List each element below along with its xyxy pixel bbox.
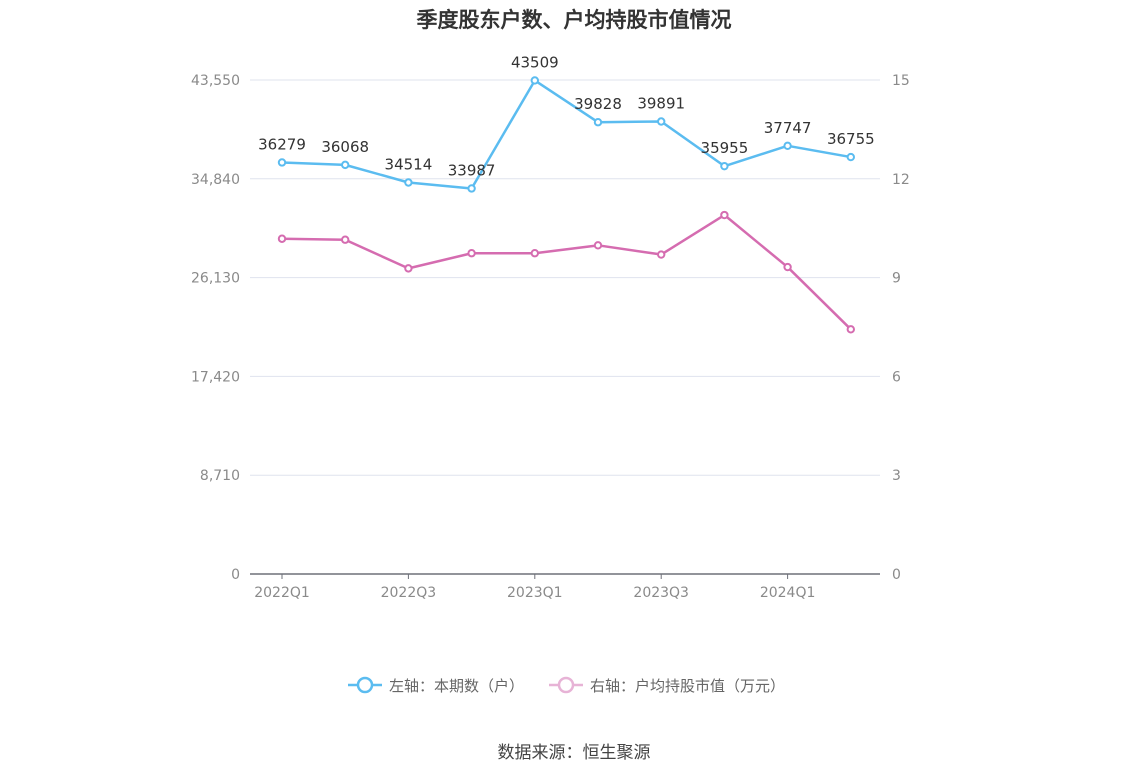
right-axis-tick-label: 15	[892, 73, 910, 89]
data-label: 34514	[385, 155, 433, 173]
series-point	[720, 161, 729, 171]
series-point	[657, 250, 666, 259]
legend-marker	[557, 676, 575, 694]
grid-lines	[250, 79, 880, 476]
x-axis-tick-label: 2022Q1	[254, 585, 310, 601]
data-label: 36068	[321, 138, 369, 156]
axes: 0 0 8,710 3 17,420 6 26,130 9 34,840 12 43,550 15 20…	[191, 73, 910, 601]
x-axis-tick-label: 2024Q1	[760, 585, 816, 601]
series-point	[467, 184, 476, 193]
data-label: 39891	[637, 95, 685, 113]
x-axis-tick-label: 2022Q3	[381, 585, 437, 601]
left-axis-tick-label: 34,840	[191, 172, 240, 188]
data-label: 36755	[827, 130, 875, 148]
legend-marker	[356, 676, 374, 694]
right-axis-tick-label: 9	[892, 271, 901, 287]
x-axis-tick-label: 2023Q3	[633, 585, 689, 601]
series-point	[720, 210, 729, 220]
data-label: 43509	[511, 53, 559, 71]
left-axis-tick-label: 8,710	[200, 468, 240, 484]
legend-label: 左轴：本期数（户）	[389, 677, 524, 695]
data-label: 33987	[448, 161, 496, 179]
series-point	[783, 262, 792, 272]
right-axis-tick-label: 6	[892, 369, 901, 385]
series-point	[341, 160, 350, 170]
series-point	[783, 141, 792, 151]
series-point	[657, 117, 666, 126]
legend-label: 右轴：户均持股市值（万元）	[590, 677, 785, 695]
data-label: 39828	[574, 95, 622, 113]
series-point	[593, 241, 603, 250]
right-axis-tick-label: 0	[892, 567, 901, 583]
chart-title: 季度股东户数、户均持股市值情况	[416, 8, 732, 32]
series-point	[593, 118, 603, 127]
left-axis-tick-label: 26,130	[191, 271, 240, 287]
series-point	[846, 152, 855, 162]
data-label: 37747	[764, 119, 812, 137]
series-lines	[277, 76, 855, 334]
data-label: 35955	[701, 139, 749, 157]
source-note: 数据来源：恒生聚源	[497, 743, 651, 763]
series-line	[281, 213, 852, 331]
series-point	[277, 158, 287, 167]
series-point	[404, 264, 413, 273]
left-axis-tick-label: 0	[231, 567, 240, 583]
x-axis-tick-label: 2023Q1	[507, 585, 563, 601]
series-point	[530, 249, 539, 258]
series-point	[467, 249, 476, 258]
right-axis-tick-label: 12	[892, 172, 910, 188]
legend: 左轴：本期数（户） 右轴：户均持股市值（万元）	[348, 676, 785, 695]
left-axis-tick-label: 43,550	[191, 73, 240, 89]
series-line	[281, 79, 852, 190]
series-point	[404, 178, 413, 187]
right-axis-tick-label: 3	[892, 468, 901, 484]
series-point	[530, 76, 539, 85]
left-axis-tick-label: 17,420	[191, 369, 240, 385]
data-labels: 36279 36068 34514 33987 43509 39828 39891 35955…	[258, 53, 875, 179]
series-point	[341, 235, 350, 244]
series-point	[277, 234, 287, 243]
series-point	[846, 325, 855, 334]
data-label: 36279	[258, 135, 306, 153]
